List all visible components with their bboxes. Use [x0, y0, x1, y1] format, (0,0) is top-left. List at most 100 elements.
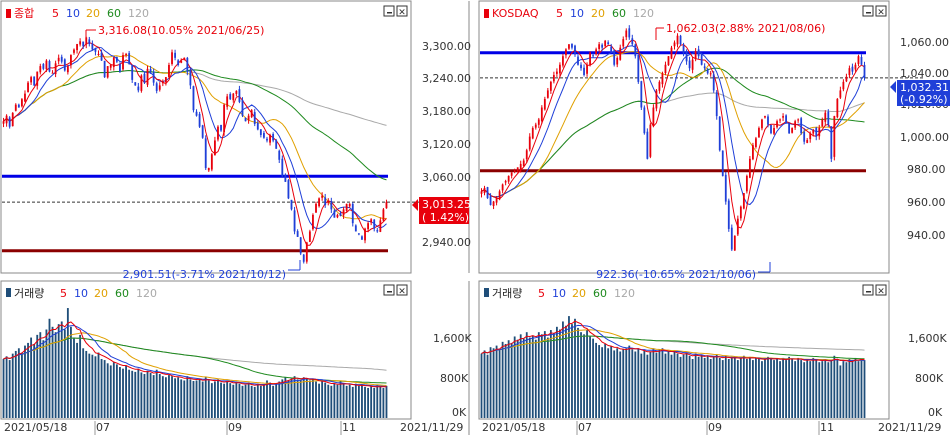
- legend-ma60[interactable]: 60: [612, 7, 626, 20]
- candle-body: [137, 86, 140, 91]
- volume-legend-name[interactable]: 거래량: [14, 287, 44, 300]
- candle-body: [646, 131, 649, 159]
- volume-bar: [848, 359, 851, 418]
- x-month-label: 11: [342, 421, 356, 434]
- volume-bar: [171, 376, 173, 418]
- close-button[interactable]: [396, 5, 408, 17]
- close-button[interactable]: [396, 284, 408, 296]
- kospi-current-price-label: 3,013.25 ( 1.42%): [412, 197, 471, 224]
- candle-body: [655, 90, 658, 109]
- volume-bar: [785, 360, 787, 418]
- candle-body: [830, 126, 833, 159]
- volume-y-tick: 1,600K: [908, 332, 947, 345]
- candle-body: [315, 203, 317, 213]
- candle-body: [610, 46, 613, 52]
- legend-ma20[interactable]: 20: [572, 287, 586, 300]
- volume-bar: [601, 347, 604, 418]
- candle-body: [510, 172, 513, 176]
- volume-bar: [745, 359, 748, 418]
- volume-bar: [54, 332, 57, 418]
- volume-bar: [513, 336, 516, 418]
- legend-ma10[interactable]: 10: [66, 7, 80, 20]
- legend-ma10[interactable]: 10: [74, 287, 88, 300]
- candle-body: [287, 180, 290, 199]
- candle-body: [833, 116, 836, 157]
- volume-bar: [806, 359, 809, 418]
- kospi-price-marks: [2, 36, 446, 264]
- minimize-button[interactable]: [383, 5, 395, 17]
- candle-body: [634, 44, 637, 57]
- candle-body: [119, 63, 121, 72]
- candle-body: [688, 60, 691, 69]
- candle-body: [522, 160, 525, 167]
- candle-body: [622, 39, 625, 47]
- volume-bar: [284, 377, 287, 418]
- volume-bar: [76, 342, 78, 418]
- candle-body: [546, 90, 549, 98]
- volume-bar: [161, 376, 164, 418]
- candle-body: [250, 110, 253, 118]
- candle-body: [764, 116, 766, 118]
- kospi-volume-panel: 거래량 5 10 20 60 120 ✕ 1,600K 800K 0K 2021…: [0, 280, 472, 435]
- legend-ma60[interactable]: 60: [115, 287, 129, 300]
- volume-bar: [247, 382, 250, 418]
- candle-body: [376, 230, 379, 232]
- volume-bar: [727, 359, 730, 418]
- high-annotation-label: 3,316.08(10.05% 2021/06/25): [98, 24, 264, 37]
- legend-ma20[interactable]: 20: [591, 7, 605, 20]
- volume-ma60-line: [481, 335, 865, 360]
- legend-ma5[interactable]: 5: [538, 287, 545, 300]
- volume-legend-name[interactable]: 거래량: [492, 287, 522, 300]
- volume-bar: [522, 338, 525, 418]
- volume-bar: [555, 326, 558, 418]
- candle-body: [552, 75, 555, 82]
- legend-ma120[interactable]: 120: [633, 7, 654, 20]
- volume-bar: [607, 348, 610, 418]
- minimize-button[interactable]: [383, 284, 395, 296]
- candle-body: [694, 51, 697, 59]
- kosdaq-legend-name[interactable]: KOSDAQ: [492, 7, 539, 20]
- minimize-button[interactable]: [862, 5, 874, 17]
- candle-body: [146, 68, 149, 85]
- candle-body: [601, 44, 604, 48]
- minimize-button[interactable]: [862, 284, 874, 296]
- legend-ma60[interactable]: 60: [107, 7, 121, 20]
- volume-bar: [709, 359, 712, 418]
- legend-ma120[interactable]: 120: [614, 287, 635, 300]
- volume-bar: [36, 334, 39, 418]
- candle-body: [207, 168, 210, 171]
- kosdaq-price-marks: [480, 25, 924, 252]
- legend-ma20[interactable]: 20: [86, 7, 100, 20]
- volume-bar: [739, 357, 742, 418]
- candle-body: [17, 104, 20, 108]
- close-button[interactable]: [875, 284, 887, 296]
- legend-ma10[interactable]: 10: [552, 287, 566, 300]
- legend-ma120[interactable]: 120: [136, 287, 157, 300]
- legend-ma5[interactable]: 5: [52, 7, 59, 20]
- close-button[interactable]: [875, 5, 887, 17]
- legend-swatch-icon: [6, 9, 11, 18]
- volume-bar: [857, 361, 860, 418]
- candle-body: [661, 73, 664, 85]
- current-price-box: [419, 197, 469, 224]
- legend-ma120[interactable]: 120: [128, 7, 149, 20]
- legend-ma5[interactable]: 5: [60, 287, 67, 300]
- volume-bar: [537, 332, 540, 418]
- candle-body: [616, 57, 619, 65]
- volume-bar: [568, 316, 570, 418]
- candle-body: [794, 121, 797, 128]
- candle-body: [721, 150, 724, 176]
- volume-bar: [604, 343, 607, 418]
- legend-ma10[interactable]: 10: [570, 7, 584, 20]
- candle-body: [640, 81, 643, 108]
- legend-ma20[interactable]: 20: [94, 287, 108, 300]
- volume-bar: [718, 357, 721, 418]
- volume-bar: [79, 334, 82, 418]
- volume-bar: [676, 353, 679, 418]
- candle-body: [664, 64, 667, 74]
- kospi-legend-name[interactable]: 종합: [14, 7, 34, 20]
- volume-bar: [82, 348, 85, 418]
- legend-ma5[interactable]: 5: [556, 7, 563, 20]
- candle-body: [652, 107, 655, 126]
- legend-ma60[interactable]: 60: [593, 287, 607, 300]
